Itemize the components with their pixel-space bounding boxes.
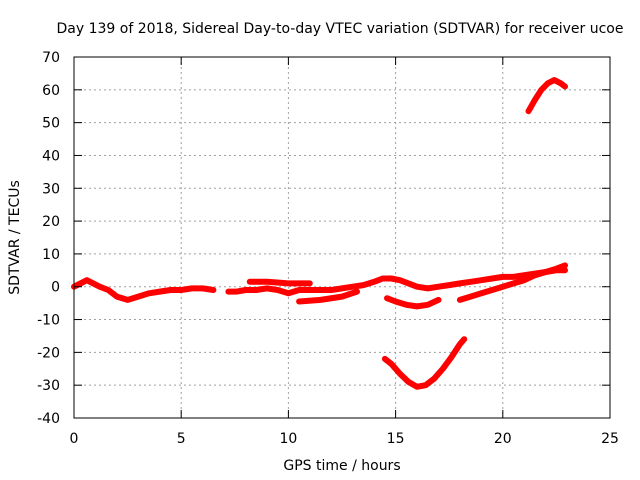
series-group: [71, 77, 568, 390]
series-arc-4: [296, 288, 360, 305]
x-tick-label: 25: [601, 431, 619, 447]
x-tick-label: 20: [494, 431, 512, 447]
series-arc-1: [71, 277, 217, 303]
y-axis-title: SDTVAR / TECUs: [7, 180, 23, 295]
y-tick-label: 0: [51, 280, 60, 296]
axis-ticks: [73, 56, 611, 419]
y-tick-label: 20: [42, 214, 60, 230]
x-tick-label: 5: [177, 431, 186, 447]
tick-labels: 0 5 10 15 20 25 -40 -30 -20 -10 0 10 20 30 40 50 60 70: [37, 50, 619, 447]
x-axis-title: GPS time / hours: [283, 458, 400, 474]
x-tick-label: 0: [70, 431, 79, 447]
y-tick-label: 40: [42, 148, 60, 164]
series-arc-8: [525, 77, 568, 115]
series-arc-7: [381, 336, 468, 390]
series-arc-2: [225, 267, 568, 297]
series-arc-6: [456, 262, 568, 303]
y-tick-label: -20: [37, 345, 60, 361]
y-tick-label: -30: [37, 378, 60, 394]
y-tick-label: 50: [42, 116, 60, 132]
plot-frame: [73, 56, 611, 419]
grid: [74, 57, 610, 418]
series-arc-5: [384, 295, 442, 310]
y-tick-label: 60: [42, 83, 60, 99]
y-tick-label: -10: [37, 313, 60, 329]
x-tick-label: 10: [279, 431, 297, 447]
y-tick-label: 70: [42, 50, 60, 66]
x-tick-label: 15: [387, 431, 405, 447]
chart-title: Day 139 of 2018, Sidereal Day-to-day VTE…: [57, 21, 624, 37]
y-tick-label: -40: [37, 411, 60, 427]
series-arc-3: [246, 278, 313, 287]
y-tick-label: 30: [42, 181, 60, 197]
y-tick-label: 10: [42, 247, 60, 263]
